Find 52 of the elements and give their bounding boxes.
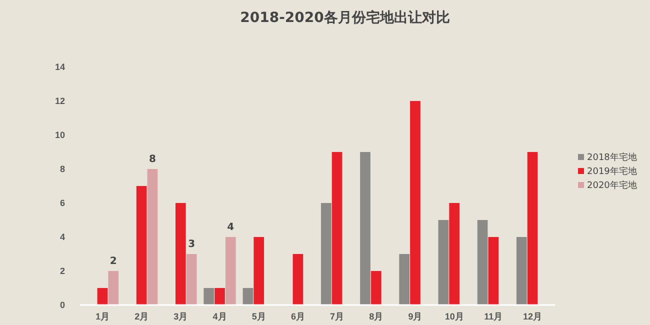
bar [147, 169, 158, 305]
x-tick-label: 2月 [134, 311, 149, 322]
bar [214, 288, 225, 305]
y-tick-label: 2 [60, 266, 65, 276]
x-tick-label: 8月 [369, 311, 384, 322]
y-tick-label: 12 [54, 96, 65, 106]
bar [186, 254, 197, 305]
bar [488, 237, 499, 305]
bar [97, 288, 108, 305]
y-tick-label: 6 [60, 198, 65, 208]
data-label: 2 [110, 256, 117, 267]
x-tick-label: 6月 [290, 311, 305, 322]
y-tick-label: 4 [60, 232, 65, 242]
bar [225, 237, 236, 305]
x-tick-label: 12月 [523, 311, 542, 322]
data-label: 3 [188, 239, 196, 250]
bar [477, 220, 488, 305]
bar [175, 203, 186, 305]
bar [360, 152, 370, 305]
x-tick-label: 5月 [252, 311, 266, 322]
bar [527, 152, 538, 305]
y-tick-label: 14 [54, 62, 65, 72]
bar [242, 288, 254, 305]
x-tick-label: 10月 [444, 311, 464, 322]
x-tick-label: 11月 [484, 311, 503, 322]
bar [370, 271, 382, 305]
y-tick-label: 0 [60, 300, 65, 310]
bar [320, 203, 332, 305]
y-tick-label: 8 [60, 164, 65, 174]
bar [438, 220, 449, 305]
x-tick-label: 7月 [330, 311, 344, 322]
x-tick-label: 9月 [408, 311, 422, 322]
y-tick-label: 10 [54, 130, 65, 140]
x-tick-label: 4月 [212, 311, 227, 322]
bar [254, 237, 264, 305]
legend-label: 2018年宅地 [587, 152, 637, 163]
chart-title: 2018-2020各月份宅地出让对比 [240, 9, 450, 26]
data-label: 4 [227, 222, 234, 233]
bar [449, 203, 460, 305]
data-label: 8 [148, 154, 156, 165]
bar [516, 237, 527, 305]
bar [332, 152, 342, 305]
bar [292, 254, 304, 305]
bar [399, 254, 410, 305]
bar [108, 271, 119, 305]
x-tick-label: 3月 [174, 311, 188, 322]
bar [410, 101, 420, 305]
bar [136, 186, 147, 305]
bar [204, 288, 214, 305]
legend-label: 2019年宅地 [587, 166, 637, 177]
legend-label: 2020年宅地 [587, 180, 637, 191]
x-tick-label: 1月 [95, 311, 110, 322]
